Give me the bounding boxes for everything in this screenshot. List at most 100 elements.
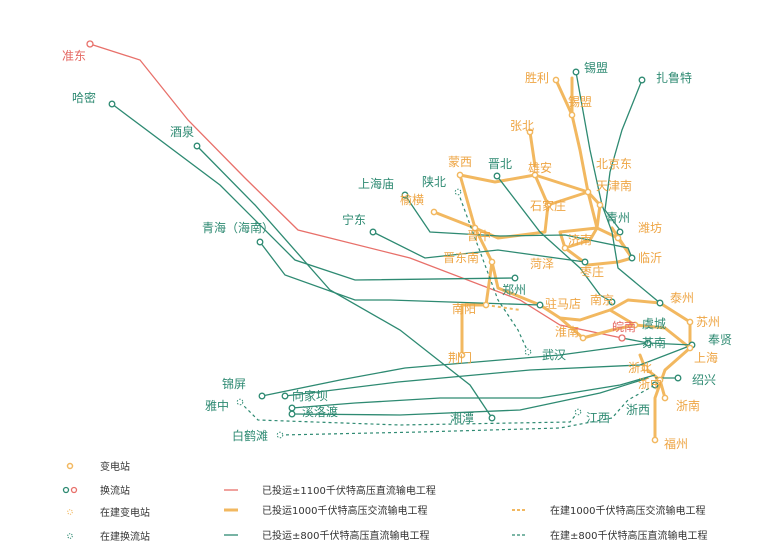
node-weifang — [614, 234, 622, 242]
node-zhexi — [651, 381, 659, 389]
node-jiangxi — [574, 408, 582, 416]
node-yucheng — [631, 321, 639, 329]
node-jinping — [258, 392, 266, 400]
label-shengli: 胜利 — [525, 70, 549, 85]
label-yucheng: 虞城 — [642, 317, 666, 331]
legend-sub-building-icon — [67, 509, 73, 515]
line-jinbei-nanjing — [496, 175, 613, 303]
legend-converter-label: 换流站 — [100, 484, 130, 497]
label-zhenan: 浙南 — [676, 398, 700, 413]
node-jinzhong — [471, 224, 479, 232]
node-zhumadian — [536, 301, 544, 309]
label-qinghai: 青海（海南） — [202, 220, 274, 235]
node-beijingdong — [584, 188, 592, 196]
node-wuhan — [524, 348, 532, 356]
ac-jinzhong-jindongnan — [460, 226, 494, 357]
legend-b800-label: 在建±800千伏特高压直流输电工程 — [550, 529, 707, 542]
legend-conv-building-icon — [67, 533, 73, 539]
label-nanyang: 南阳 — [452, 301, 476, 316]
legend-substation-icon — [66, 462, 74, 470]
label-jinping: 锦屏 — [222, 377, 246, 391]
ac-mengxi-loop — [458, 173, 602, 250]
line-zhaluteqi-qingzhou — [604, 79, 643, 231]
label-qingzhou: 青州 — [606, 211, 630, 225]
label-tianjinnan: 天津南 — [596, 178, 632, 193]
label-zaozhuang: 枣庄 — [580, 264, 604, 279]
node-xiongan — [531, 171, 539, 179]
line-shanbei-wuhan — [457, 191, 529, 353]
node-yazhong — [236, 398, 244, 406]
label-zhebei: 浙北 — [628, 361, 652, 375]
label-zhaluteqi: 扎鲁特 — [656, 70, 692, 85]
label-ximeng2: 锡盟 — [568, 94, 592, 109]
node-jinbei — [493, 172, 501, 180]
ac-shengli-ximeng — [554, 78, 574, 117]
node-qingzhou — [616, 228, 624, 236]
node-xiluodu-a — [288, 404, 296, 412]
node-zhaluteqi — [638, 76, 646, 84]
node-hami — [108, 100, 116, 108]
ac-huainan-east — [558, 316, 637, 340]
node-tianjinnan — [596, 201, 604, 209]
label-sunan: 苏南 — [642, 335, 666, 350]
label-shanghaimiao: 上海庙 — [358, 176, 394, 191]
dc-1100kv-lines — [89, 43, 623, 339]
dc-800kv-lines — [111, 71, 693, 419]
node-zhangbei — [526, 128, 534, 136]
node-zhengzhou — [511, 274, 519, 282]
line-qinghai-henan — [259, 241, 541, 306]
label-xiongan: 雄安 — [528, 160, 552, 175]
node-shijiazhuang — [544, 201, 552, 209]
node-nanjing — [608, 298, 616, 306]
node-jindongnan — [488, 258, 496, 266]
label-nanjing: 南京 — [590, 292, 614, 307]
label-mengxi: 蒙西 — [448, 155, 472, 169]
legend-labels: 变电站 换流站 在建变电站 在建换流站 已投运±1100千伏特高压直流输电工程 … — [100, 460, 707, 543]
node-ximeng — [572, 68, 580, 76]
node-shanbei — [454, 188, 462, 196]
node-zhezhong — [656, 376, 664, 384]
line-shanghaimiao-linyi — [404, 194, 633, 259]
label-suzhou: 苏州 — [696, 315, 720, 329]
node-ningdong — [369, 228, 377, 236]
node-nanyang — [482, 301, 490, 309]
line-xiangjiaba-fengxian — [284, 344, 693, 397]
label-weifang: 潍坊 — [638, 220, 662, 235]
node-fuzhou — [651, 436, 659, 444]
line-xiluodu-zhexi — [291, 374, 656, 409]
ac-xiongan-shijiazhuang — [533, 173, 550, 207]
converter-building-nodes — [236, 188, 582, 439]
label-beijingdong: 北京东 — [596, 157, 632, 171]
label-xiluodu: 溪洛渡 — [302, 404, 338, 419]
node-sunan — [644, 339, 652, 347]
legend-l1100-label: 已投运±1100千伏特高压直流输电工程 — [262, 484, 436, 497]
legend-converter-icon-a — [62, 486, 70, 494]
label-zhezhong: 浙中 — [638, 376, 662, 391]
legend-symbols — [62, 462, 526, 539]
label-zhengzhou: 郑州 — [502, 282, 526, 297]
label-xiangjiaba: 向家坝 — [292, 388, 328, 403]
label-wuhan: 武汉 — [542, 348, 566, 362]
label-xiangtan: 湘潭 — [450, 410, 474, 425]
label-jindongnan: 晋东南 — [443, 250, 479, 265]
ac-jindongnan-zhumadian — [490, 260, 692, 442]
label-shanghai: 上海 — [694, 350, 718, 365]
label-jinan: 济南 — [568, 232, 592, 247]
node-baihetan — [276, 431, 284, 439]
node-suzhou — [686, 318, 694, 326]
node-zhundong — [86, 40, 94, 48]
ac-weifang — [610, 226, 634, 260]
line-jinping-sunan — [261, 342, 649, 397]
node-shanghai — [686, 344, 694, 352]
node-jinan — [561, 244, 569, 252]
node-shanghaimiao — [401, 191, 409, 199]
node-zaozhuang — [581, 258, 589, 266]
label-baihetan: 白鹤滩 — [232, 428, 268, 443]
label-shanbei: 陕北 — [422, 174, 446, 189]
ac-yuheng — [432, 210, 477, 230]
legend-l1000-label: 已投运1000千伏特高压交流输电工程 — [262, 504, 427, 517]
node-yuheng — [430, 208, 438, 216]
node-xiluodu-b — [288, 410, 296, 418]
node-shaoxing — [674, 374, 682, 382]
label-linyi: 临沂 — [638, 251, 662, 265]
